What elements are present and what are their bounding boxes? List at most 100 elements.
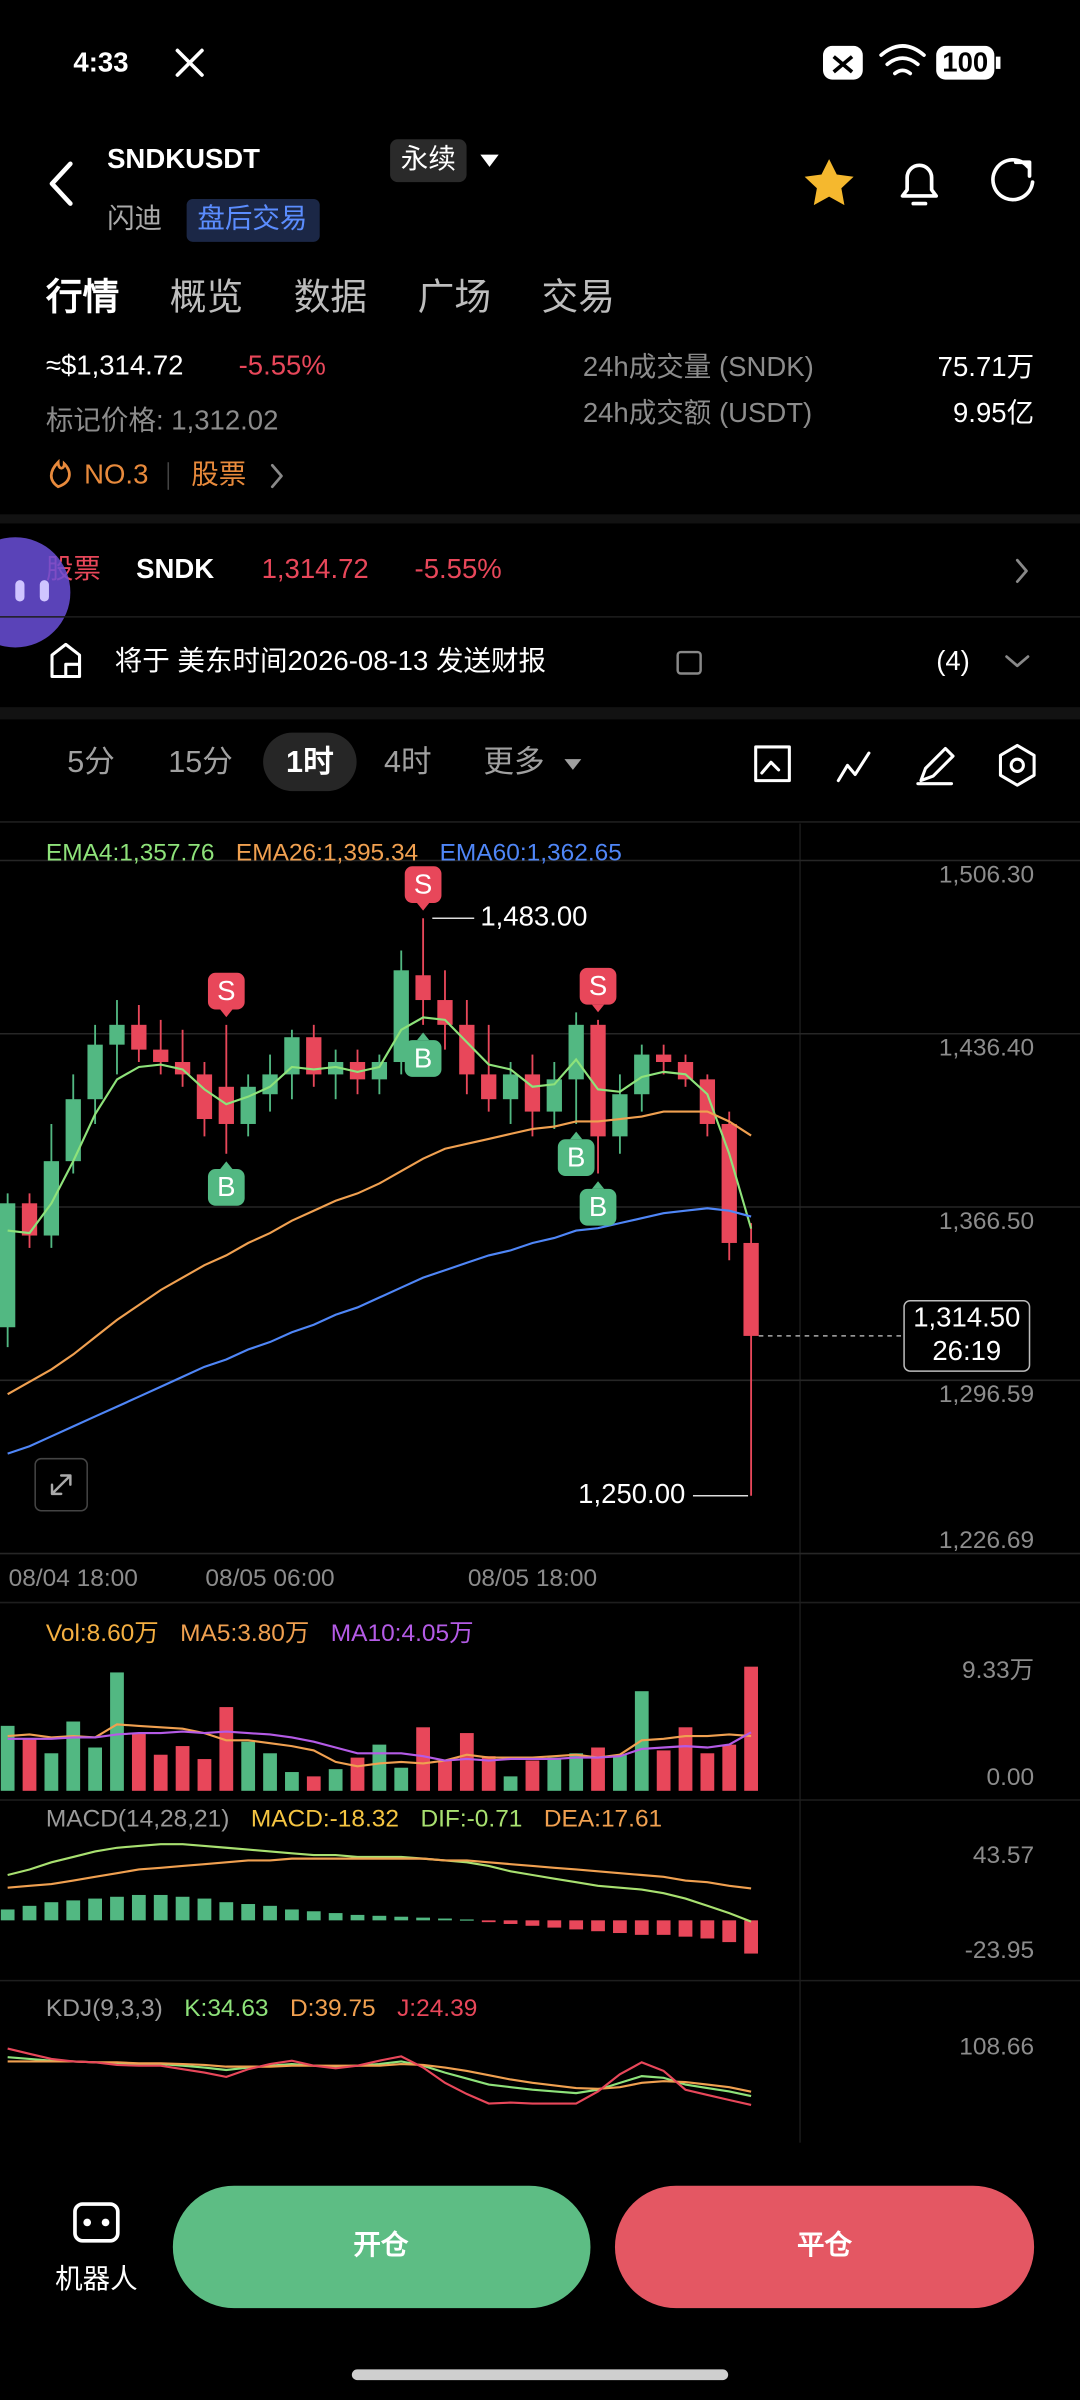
tool-icon[interactable] xyxy=(836,751,871,783)
bar xyxy=(722,1744,737,1791)
alert[interactable] xyxy=(900,163,939,206)
bar xyxy=(306,1911,321,1921)
tool-icon[interactable] xyxy=(754,745,791,783)
separator xyxy=(0,514,1080,524)
share[interactable] xyxy=(991,158,1035,202)
chevron xyxy=(270,463,283,489)
sector[interactable]: 股票 xyxy=(191,458,246,489)
candle-body xyxy=(262,1074,278,1095)
bar xyxy=(525,1920,540,1926)
bar xyxy=(263,1753,277,1791)
tab[interactable]: 概览 xyxy=(170,277,243,318)
y-tick-label: 9.33万 xyxy=(962,1657,1034,1684)
candle-body xyxy=(612,1094,628,1137)
bar xyxy=(328,1913,343,1921)
interval[interactable]: 1时 xyxy=(286,745,334,779)
interval[interactable]: 更多 xyxy=(483,745,544,779)
x-tick-label: 08/04 18:00 xyxy=(9,1565,138,1592)
chart-title: KDJ(9,3,3) xyxy=(46,1995,163,2022)
indicator-line xyxy=(7,1207,752,1455)
candle-body xyxy=(284,1037,300,1075)
wifi-icon xyxy=(879,44,926,76)
legend-entry: EMA60:1,362.65 xyxy=(440,840,622,867)
legend-entry: MA5:3.80万 xyxy=(180,1620,309,1647)
dropdown[interactable] xyxy=(480,154,499,167)
trade-marker-tip xyxy=(591,1004,605,1013)
bar xyxy=(219,1902,234,1921)
high-label: 1,483.00 xyxy=(480,901,587,932)
bar xyxy=(394,1767,409,1791)
change: -5.55% xyxy=(239,350,326,381)
bar xyxy=(66,1721,81,1791)
bar xyxy=(634,1920,649,1935)
bar xyxy=(613,1920,627,1934)
bar xyxy=(394,1916,409,1921)
last-price-box xyxy=(903,1299,1031,1372)
bar xyxy=(547,1920,562,1928)
open-button[interactable] xyxy=(172,2185,591,2309)
candle-body xyxy=(634,1054,650,1095)
interval[interactable]: 4时 xyxy=(384,745,432,779)
trade-marker xyxy=(404,1040,442,1077)
candle-body xyxy=(218,1086,234,1124)
interval[interactable]: 5分 xyxy=(67,745,115,779)
status-time: 4:33 xyxy=(73,47,128,78)
settings-icon xyxy=(1009,757,1025,773)
rank[interactable]: NO.3 xyxy=(84,458,148,489)
bar xyxy=(131,1733,146,1791)
bar xyxy=(722,1920,737,1943)
fullscreen-button[interactable] xyxy=(34,1457,88,1512)
floating-bubble[interactable] xyxy=(0,537,71,648)
symbol[interactable]: SNDKUSDT xyxy=(107,143,260,174)
candle-body xyxy=(393,970,409,1063)
bar xyxy=(481,1756,496,1791)
last-price-label: 1,314.50 xyxy=(913,1301,1020,1332)
settings-icon[interactable] xyxy=(998,743,1036,787)
close-label[interactable]: 平仓 xyxy=(797,2229,853,2260)
candle-body xyxy=(568,1024,584,1080)
fire-icon xyxy=(49,458,71,489)
trade-marker xyxy=(404,866,442,903)
favorite[interactable] xyxy=(804,159,854,206)
close-button[interactable] xyxy=(614,2185,1035,2309)
tool-icon[interactable] xyxy=(916,746,955,786)
y-tick-label: 1,296.59 xyxy=(939,1381,1034,1408)
open-label[interactable]: 开仓 xyxy=(353,2229,409,2260)
x-tick-label: 08/05 18:00 xyxy=(468,1565,597,1592)
bar xyxy=(503,1920,518,1924)
dropdown[interactable] xyxy=(564,759,582,770)
y-tick-label: 108.66 xyxy=(959,2033,1034,2060)
legend-entry: MA10:4.05万 xyxy=(331,1620,474,1647)
calendar-icon[interactable] xyxy=(676,650,702,675)
legend-entry: Vol:8.60万 xyxy=(46,1620,159,1647)
expand[interactable] xyxy=(1005,655,1030,668)
robot-label[interactable]: 机器人 xyxy=(55,2263,138,2294)
stock-ticker[interactable]: SNDK xyxy=(136,553,214,584)
indicator-line xyxy=(7,1857,752,1890)
bar xyxy=(350,1757,365,1791)
interval[interactable]: 15分 xyxy=(168,745,233,779)
y-tick-label: 1,226.69 xyxy=(939,1527,1034,1554)
candle-body xyxy=(196,1074,213,1120)
candle-body xyxy=(743,1242,759,1336)
bar xyxy=(175,1896,190,1921)
y-tick-label: 1,506.30 xyxy=(939,861,1034,888)
trade-marker-tip xyxy=(416,1032,430,1041)
tab[interactable]: 行情 xyxy=(46,277,119,318)
indicator-line xyxy=(7,1723,752,1768)
bar xyxy=(613,1754,627,1791)
interval-active-bg xyxy=(263,732,357,792)
bar xyxy=(285,1772,299,1791)
bar xyxy=(416,1917,430,1921)
tab[interactable]: 广场 xyxy=(418,277,491,318)
bar xyxy=(241,1741,256,1791)
trade-marker-label: S xyxy=(217,975,235,1006)
back-button[interactable] xyxy=(49,161,73,206)
trade-marker xyxy=(579,1188,617,1226)
tab[interactable]: 交易 xyxy=(542,277,615,318)
robot-icon[interactable] xyxy=(73,2202,120,2243)
trade-marker xyxy=(557,1139,595,1177)
tab[interactable]: 数据 xyxy=(294,277,367,318)
candle-body xyxy=(153,1049,169,1063)
